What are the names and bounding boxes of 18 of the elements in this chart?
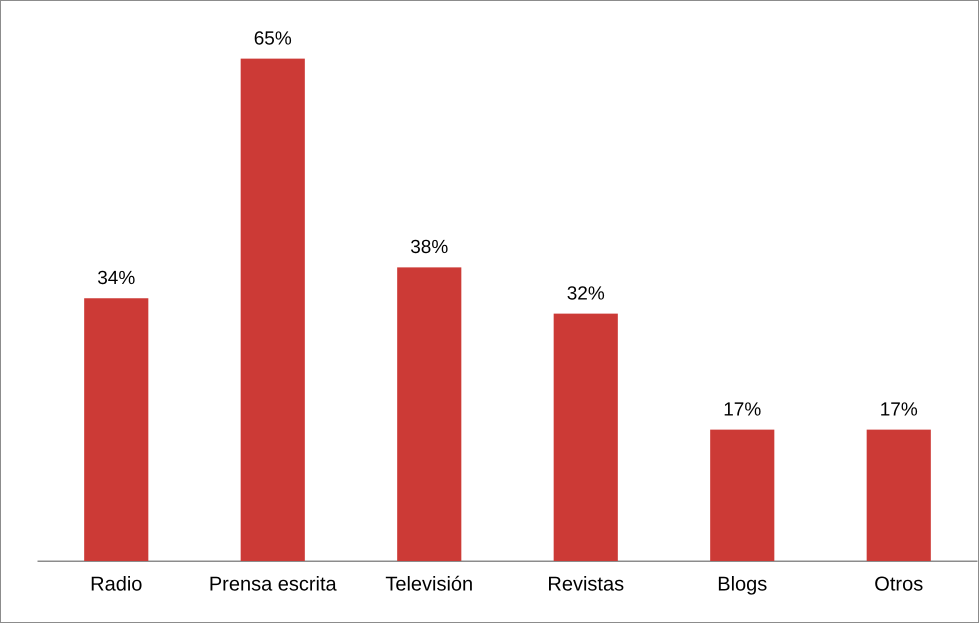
data-label: 32% xyxy=(566,283,605,304)
bar xyxy=(710,430,774,561)
data-label: 38% xyxy=(410,237,448,258)
bar xyxy=(866,430,931,561)
x-tick-label: Revistas xyxy=(547,574,624,596)
x-tick-label: Radio xyxy=(90,574,142,596)
x-tick-label: Prensa escrita xyxy=(208,574,338,596)
x-tick-label: Blogs xyxy=(717,574,768,596)
x-tick-label: Otros xyxy=(874,574,924,596)
x-tick-label: Televisión xyxy=(385,574,474,596)
bar xyxy=(240,58,305,561)
bar xyxy=(397,267,462,561)
data-label: 17% xyxy=(723,399,762,420)
bar xyxy=(84,298,148,561)
bar xyxy=(554,314,618,561)
data-label: 17% xyxy=(880,399,918,420)
data-label: 65% xyxy=(254,28,292,50)
data-label: 34% xyxy=(97,268,136,289)
